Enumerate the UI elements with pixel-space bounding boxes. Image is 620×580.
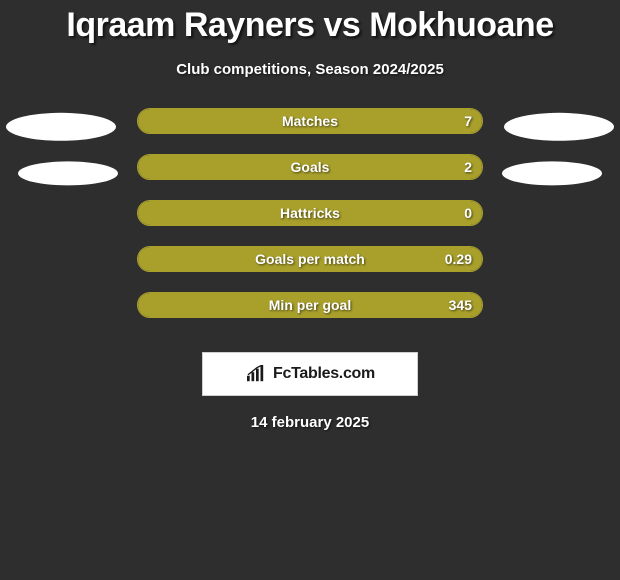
stat-label: Min per goal <box>269 297 351 313</box>
stat-row: Goals per match 0.29 <box>0 246 620 292</box>
bar-chart-icon <box>245 365 267 383</box>
subtitle: Club competitions, Season 2024/2025 <box>0 61 620 78</box>
stat-row: Goals 2 <box>0 154 620 200</box>
page-title: Iqraam Rayners vs Mokhuoane <box>0 0 620 45</box>
stat-bar: Min per goal 345 <box>137 292 483 318</box>
player-avatar-placeholder-left <box>6 113 116 141</box>
fctables-logo[interactable]: FcTables.com <box>202 352 418 396</box>
stat-value: 2 <box>464 159 472 175</box>
stat-value: 0.29 <box>445 251 472 267</box>
stat-value: 345 <box>449 297 472 313</box>
logo-text: FcTables.com <box>273 365 375 383</box>
stat-bar: Matches 7 <box>137 108 483 134</box>
player-avatar-placeholder-left <box>18 161 118 185</box>
stat-label: Matches <box>282 113 338 129</box>
stat-row: Matches 7 <box>0 108 620 154</box>
date-label: 14 february 2025 <box>0 414 620 431</box>
player-avatar-placeholder-right <box>502 161 602 185</box>
stat-bar: Goals per match 0.29 <box>137 246 483 272</box>
stat-bar: Goals 2 <box>137 154 483 180</box>
stat-value: 0 <box>464 205 472 221</box>
stat-bar: Hattricks 0 <box>137 200 483 226</box>
player-avatar-placeholder-right <box>504 113 614 141</box>
stat-row: Min per goal 345 <box>0 292 620 338</box>
stat-label: Goals <box>291 159 330 175</box>
stat-label: Hattricks <box>280 205 340 221</box>
stat-value: 7 <box>464 113 472 129</box>
stat-row: Hattricks 0 <box>0 200 620 246</box>
stat-label: Goals per match <box>255 251 365 267</box>
stats-area: Matches 7 Goals 2 Hattricks 0 Goals per match 0… <box>0 108 620 338</box>
